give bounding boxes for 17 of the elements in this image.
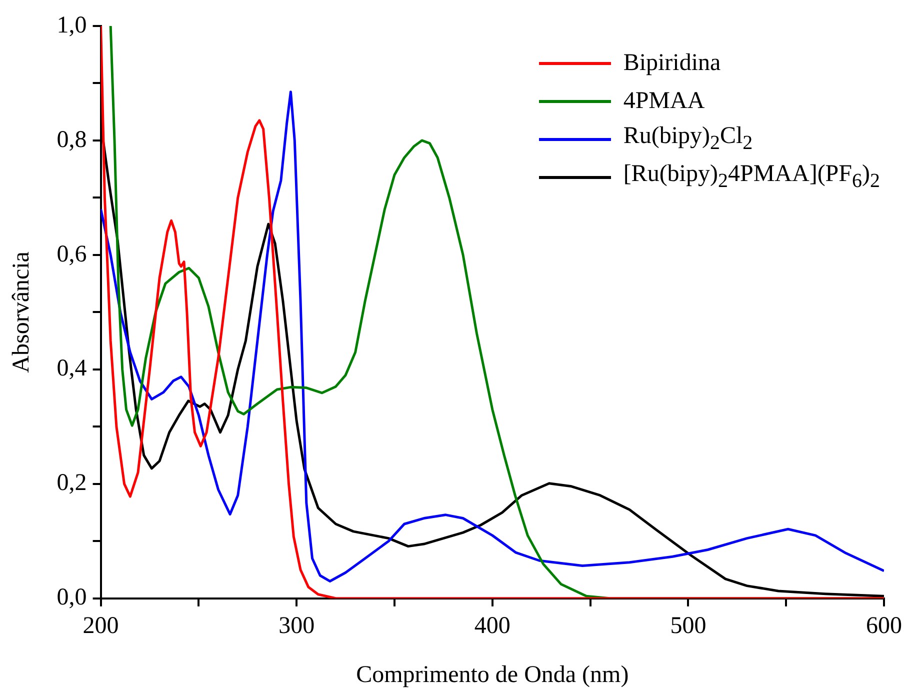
y-tick-label: 0,6 <box>56 241 87 268</box>
y-tick-label: 0,0 <box>56 584 87 611</box>
x-axis-title: Comprimento de Onda (nm) <box>356 662 629 688</box>
y-tick-label: 0,8 <box>56 126 87 153</box>
x-tick-label: 300 <box>278 613 315 640</box>
legend-label: 4PMAA <box>623 88 705 114</box>
y-tick-label: 1,0 <box>56 12 87 38</box>
y-tick-label: 0,2 <box>56 470 87 496</box>
legend-label: Bipiridina <box>623 50 721 76</box>
y-axis-title: Absorvância <box>8 251 35 373</box>
legend-label: [Ru(bipy)$_{2}$4PMAA](PF$_{6}$)$_{2}$ <box>623 161 880 193</box>
x-tick-label: 400 <box>474 613 510 640</box>
legend-label: Ru(bipy)$_{2}$Cl$_{2}$ <box>623 123 753 155</box>
x-tick-label: 600 <box>866 613 902 640</box>
y-tick-label: 0,4 <box>56 356 87 382</box>
x-tick-label: 500 <box>670 613 706 640</box>
x-tick-label: 200 <box>82 613 119 640</box>
